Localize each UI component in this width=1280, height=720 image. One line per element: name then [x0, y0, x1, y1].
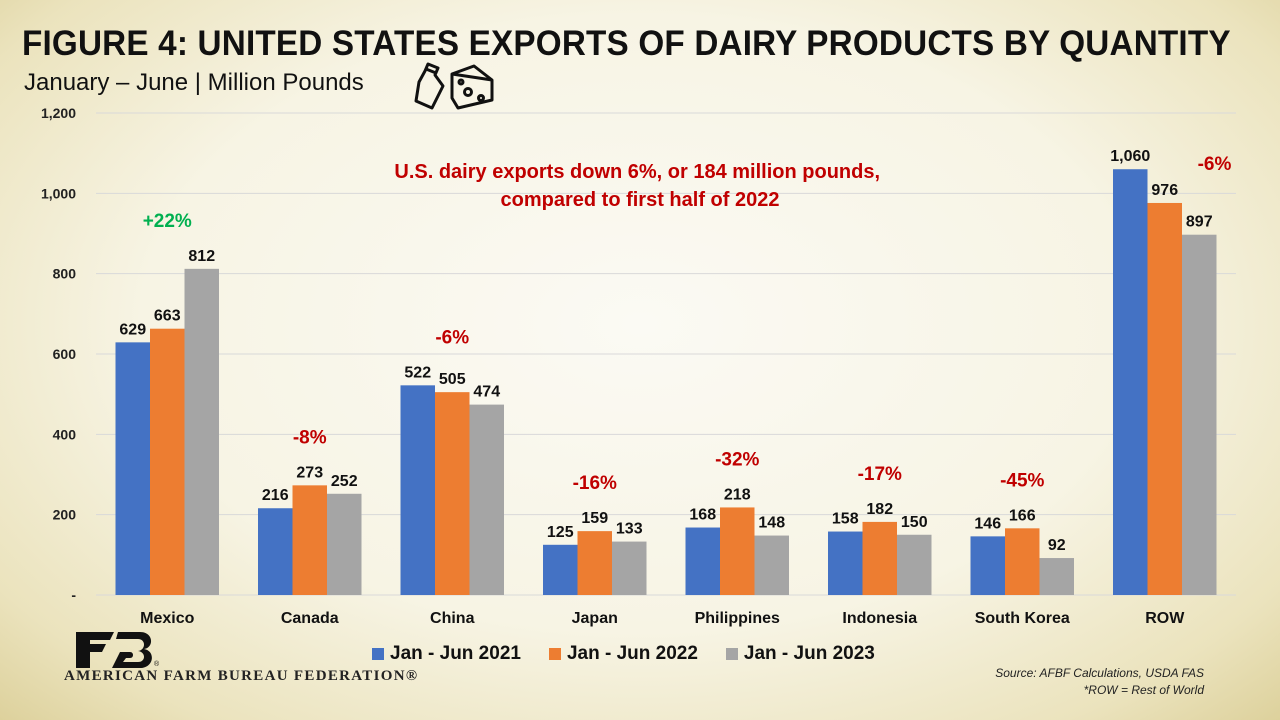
data-label: 150	[901, 514, 928, 531]
change-label: -16%	[573, 473, 617, 494]
x-tick-label: Canada	[281, 610, 339, 627]
footnote-text: *ROW = Rest of World	[1083, 683, 1204, 697]
data-label: 522	[404, 364, 431, 381]
change-label: -45%	[1000, 470, 1044, 491]
logo-b-shape	[112, 632, 152, 668]
bar	[685, 527, 720, 595]
change-label: +22%	[143, 211, 192, 232]
bar	[115, 342, 150, 595]
bar	[292, 485, 327, 595]
data-label: 505	[439, 371, 466, 388]
bar	[1147, 202, 1182, 595]
bar	[469, 404, 504, 595]
bar	[400, 385, 435, 595]
change-label: -8%	[293, 427, 327, 448]
bar	[1113, 169, 1148, 595]
bar	[1039, 558, 1074, 595]
data-label: 216	[262, 487, 289, 504]
y-tick-label: 1,200	[41, 105, 76, 121]
change-label: -6%	[435, 327, 469, 348]
source-text: Source: AFBF Calculations, USDA FAS	[995, 666, 1204, 680]
data-label: 159	[581, 510, 608, 527]
data-label: 218	[724, 486, 751, 503]
bar	[970, 536, 1005, 595]
data-label: 158	[832, 511, 859, 528]
y-tick-label: 800	[53, 266, 77, 282]
y-tick-label: 200	[53, 507, 77, 523]
fb-logo: ®	[76, 632, 160, 668]
cheese-icon	[450, 64, 494, 110]
milk-bottle-icon	[414, 62, 445, 110]
chart-title: FIGURE 4: UNITED STATES EXPORTS OF DAIRY…	[22, 24, 1231, 63]
bar	[828, 531, 863, 595]
bar	[612, 541, 647, 595]
bar	[754, 535, 789, 595]
logo-f-shape	[76, 632, 114, 668]
data-label: 146	[974, 515, 1001, 532]
data-label: 1,060	[1110, 148, 1150, 165]
data-label: 273	[296, 464, 323, 481]
data-label: 663	[154, 308, 181, 325]
data-label: 629	[119, 321, 146, 338]
data-label: 133	[616, 521, 643, 538]
bar	[435, 392, 470, 595]
legend-item-2022: Jan - Jun 2022	[548, 643, 698, 665]
bar	[862, 521, 897, 595]
chart-subtitle: January – June | Million Pounds	[24, 69, 364, 96]
legend-label-2023: Jan - Jun 2023	[743, 643, 875, 664]
x-tick-label: Indonesia	[842, 610, 917, 627]
change-label: -6%	[1198, 154, 1232, 175]
bar	[577, 531, 612, 595]
bar	[1005, 528, 1040, 595]
dairy-icons	[414, 62, 494, 110]
legend-item-2021: Jan - Jun 2021	[372, 643, 521, 665]
legend-swatch-2021	[372, 648, 384, 660]
chart-legend: Jan - Jun 2021 Jan - Jun 2022 Jan - Jun …	[372, 643, 875, 665]
data-label: 125	[547, 524, 574, 541]
x-tick-label: ROW	[1145, 610, 1185, 627]
legend-label-2021: Jan - Jun 2021	[390, 643, 521, 664]
bar	[720, 507, 755, 595]
chart-annotation: U.S. dairy exports down 6%, or 184 milli…	[394, 161, 885, 211]
bar	[543, 544, 578, 595]
legend-swatch-2022	[548, 648, 561, 660]
bar	[1182, 234, 1217, 595]
x-tick-label: Philippines	[695, 610, 780, 627]
legend-label-2022: Jan - Jun 2022	[566, 643, 698, 664]
data-label: 812	[188, 248, 215, 265]
x-tick-label: South Korea	[975, 610, 1070, 627]
y-tick-label: -	[71, 587, 76, 603]
bar	[327, 493, 362, 595]
data-label: 168	[689, 507, 716, 524]
x-tick-label: Japan	[572, 610, 618, 627]
logo-registered-mark: ®	[154, 660, 160, 668]
data-label: 166	[1009, 507, 1036, 524]
data-label: 92	[1048, 537, 1066, 554]
data-label: 976	[1151, 182, 1178, 199]
bar	[184, 268, 219, 595]
annotation-line-2: compared to first half of 2022	[501, 189, 780, 211]
data-label: 897	[1186, 214, 1213, 231]
legend-swatch-2023	[725, 648, 738, 660]
y-tick-label: 400	[53, 426, 77, 442]
x-tick-label: Mexico	[140, 610, 194, 627]
change-label: -17%	[858, 464, 902, 485]
data-label: 148	[758, 515, 785, 532]
data-label: 252	[331, 473, 358, 490]
organization-name: AMERICAN FARM BUREAU FEDERATION®	[64, 668, 419, 684]
y-tick-label: 600	[53, 346, 77, 362]
bar	[897, 534, 932, 595]
x-tick-label: China	[430, 610, 475, 627]
y-tick-label: 1,000	[41, 185, 76, 201]
data-label: 474	[473, 384, 500, 401]
bar	[258, 508, 293, 595]
data-label: 182	[866, 501, 893, 518]
source-note: Source: AFBF Calculations, USDA FAS *ROW…	[995, 665, 1204, 699]
bar	[150, 328, 185, 595]
change-label: -32%	[715, 449, 759, 470]
annotation-line-1: U.S. dairy exports down 6%, or 184 milli…	[394, 161, 880, 183]
legend-item-2023: Jan - Jun 2023	[725, 643, 875, 665]
